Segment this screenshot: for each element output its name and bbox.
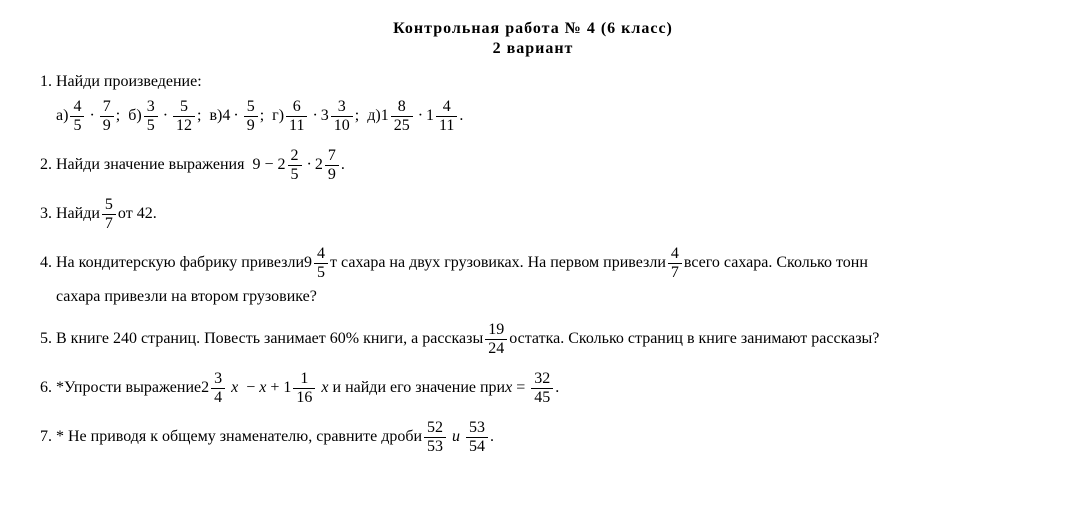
p1d-label: г)	[272, 106, 284, 127]
fraction: 79	[325, 148, 339, 183]
fraction: 45	[70, 99, 84, 134]
p5-text1: В книге 240 страниц. Повесть занимает 60…	[56, 329, 483, 350]
fraction: 116	[293, 371, 315, 406]
page-variant: 2 вариант	[30, 40, 1036, 58]
p1e-label: д)	[367, 106, 380, 127]
fraction: 34	[211, 371, 225, 406]
fraction: 310	[331, 99, 353, 134]
p6-text2: и найди его значение при	[333, 378, 506, 399]
fraction: 512	[173, 99, 195, 134]
problem-3: Найди 57 от 42.	[56, 197, 1036, 232]
fraction: 5354	[466, 420, 488, 455]
problem-7: * Не приводя к общему знаменателю, сравн…	[56, 420, 1036, 455]
fraction: 411	[436, 99, 457, 134]
page-title: Контрольная работа № 4 (6 класс)	[30, 20, 1036, 38]
fraction: 3245	[531, 371, 553, 406]
problem-6: *Упрости выражение 2 34 x − x + 1 116 x …	[56, 371, 1036, 406]
p1a-label: а)	[56, 106, 68, 127]
p1-prompt: Найди произведение:	[56, 72, 1036, 93]
fraction: 825	[391, 99, 413, 134]
p4-text1: На кондитерскую фабрику привезли	[56, 253, 304, 274]
p2-text: Найди значение выражения	[56, 155, 244, 176]
problem-4: На кондитерскую фабрику привезли 9 45 т …	[56, 246, 1036, 308]
fraction: 5253	[424, 420, 446, 455]
p4-text3: всего сахара. Сколько тонн	[684, 253, 868, 274]
fraction: 59	[244, 99, 258, 134]
fraction: 25	[288, 148, 302, 183]
problem-5: В книге 240 страниц. Повесть занимает 60…	[56, 322, 1036, 357]
fraction: 611	[286, 99, 307, 134]
p4-text4: сахара привезли на втором грузовике?	[56, 287, 1036, 308]
fraction: 79	[100, 99, 114, 134]
p3-text2: от 42.	[118, 204, 157, 225]
problem-2: Найди значение выражения 9 − 2 25 · 2 79…	[56, 148, 1036, 183]
p6-text1: *Упрости выражение	[56, 378, 201, 399]
p1c-label: в)	[209, 106, 222, 127]
p3-text1: Найди	[56, 204, 100, 225]
fraction: 1924	[485, 322, 507, 357]
fraction: 35	[144, 99, 158, 134]
fraction: 45	[314, 246, 328, 281]
problem-list: Найди произведение: а) 45 · 79 ; б) 35 ·…	[30, 72, 1036, 455]
fraction: 47	[668, 246, 682, 281]
fraction: 57	[102, 197, 116, 232]
p4-text2: т сахара на двух грузовиках. На первом п…	[330, 253, 666, 274]
problem-1: Найди произведение: а) 45 · 79 ; б) 35 ·…	[56, 72, 1036, 134]
p1b-label: б)	[128, 106, 141, 127]
p7-text1: * Не приводя к общему знаменателю, сравн…	[56, 427, 422, 448]
p1-expressions: а) 45 · 79 ; б) 35 · 512 ; в) 4 · 59 ;	[56, 99, 1036, 134]
p5-text2: остатка. Сколько страниц в книге занимаю…	[509, 329, 879, 350]
